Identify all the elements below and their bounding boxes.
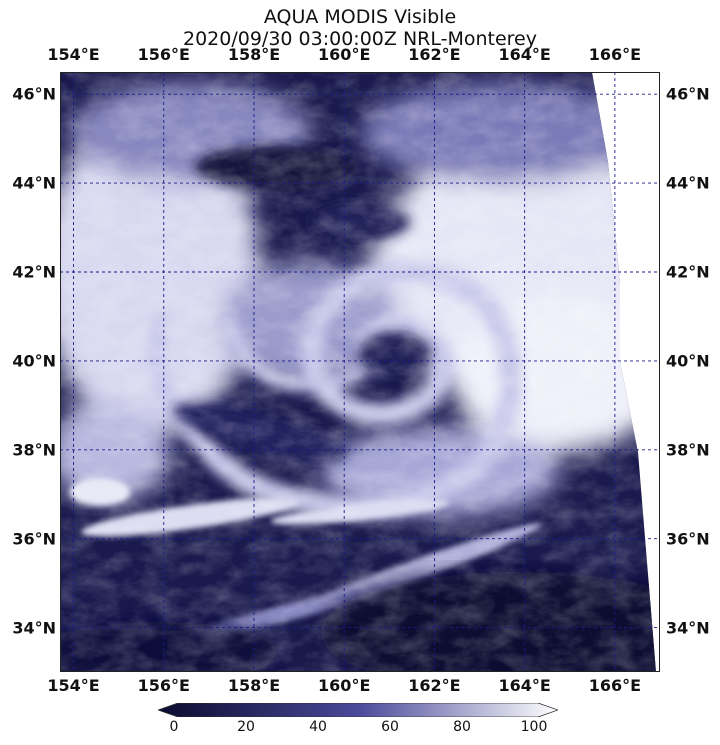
- title-line-1: AQUA MODIS Visible: [263, 6, 457, 28]
- colorbar-tick-label: 60: [381, 719, 399, 735]
- longitude-label: 162°E: [408, 676, 461, 695]
- longitude-label: 158°E: [227, 676, 281, 695]
- longitude-label: 164°E: [498, 45, 551, 64]
- latitude-label: 40°N: [666, 351, 710, 371]
- longitude-label: 156°E: [137, 45, 190, 64]
- latitude-label: 40°N: [12, 351, 56, 371]
- latitude-label: 42°N: [666, 262, 710, 282]
- longitude-label: 164°E: [498, 676, 551, 695]
- latitude-label: 46°N: [666, 84, 710, 104]
- map-frame: [60, 72, 660, 672]
- longitude-label: 160°E: [318, 676, 371, 695]
- latitude-label: 36°N: [666, 529, 710, 549]
- latitude-label: 38°N: [666, 440, 710, 460]
- title-line-2: 2020/09/30 03:00:00Z NRL-Monterey: [183, 28, 537, 50]
- colorbar-tick-label: 20: [237, 719, 255, 735]
- latitude-label: 38°N: [12, 440, 56, 460]
- latitude-label: 46°N: [12, 84, 56, 104]
- latitude-label: 34°N: [666, 618, 710, 638]
- cloud-imagery: [60, 72, 656, 672]
- latitude-label: 34°N: [12, 618, 56, 638]
- longitude-label: 156°E: [137, 676, 190, 695]
- colorbar-tick-label: 40: [309, 719, 327, 735]
- colorbar: [158, 703, 558, 717]
- latitude-label: 42°N: [12, 262, 56, 282]
- longitude-label: 154°E: [47, 45, 100, 64]
- longitude-label: 160°E: [318, 45, 371, 64]
- colorbar-tick-label: 100: [520, 719, 548, 735]
- latitude-label: 36°N: [12, 529, 56, 549]
- longitude-label: 154°E: [47, 676, 100, 695]
- colorbar-tick-label: 80: [453, 719, 471, 735]
- longitude-label: 166°E: [588, 676, 642, 695]
- longitude-label: 158°E: [227, 45, 281, 64]
- latitude-label: 44°N: [12, 173, 56, 193]
- latitude-label: 44°N: [666, 173, 710, 193]
- longitude-label: 162°E: [408, 45, 461, 64]
- colorbar-tick-label: 0: [169, 719, 179, 735]
- longitude-label: 166°E: [588, 45, 642, 64]
- gridlines: [60, 72, 660, 672]
- satellite-map: [60, 72, 660, 672]
